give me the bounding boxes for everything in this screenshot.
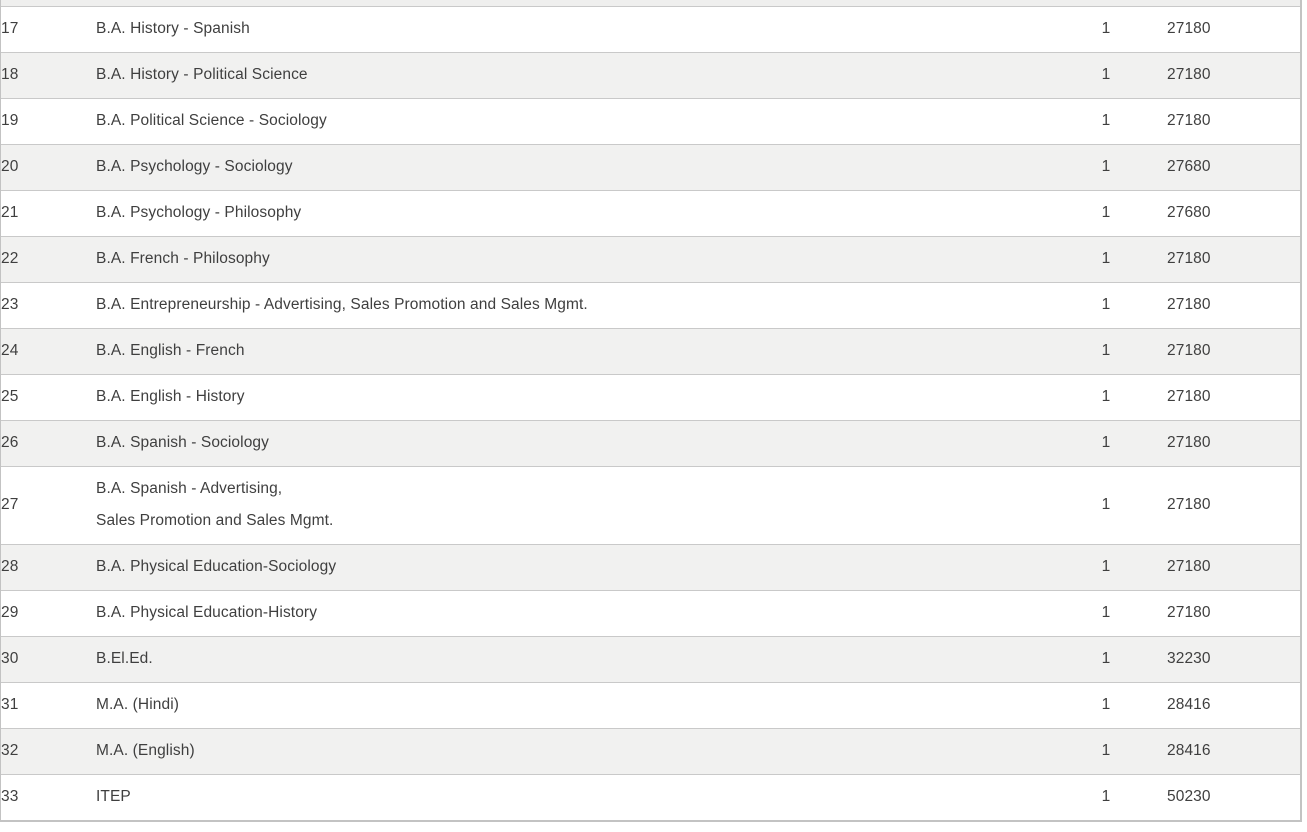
fee-cell: 27180 (1167, 328, 1300, 375)
course-cell: M.A. (English) (96, 728, 1045, 775)
table-row: 17 B.A. History - Spanish 1 27180 (1, 7, 1300, 53)
fee-table: 17 B.A. History - Spanish 1 27180 18 B.A… (1, 7, 1300, 820)
table-row: 21 B.A. Psychology - Philosophy 1 27680 (1, 190, 1300, 237)
partial-row-top (1, 0, 1300, 7)
fee-cell: 27680 (1167, 190, 1300, 237)
fee-cell: 27180 (1167, 590, 1300, 637)
serial-cell: 30 (1, 636, 96, 683)
fee-cell: 27680 (1167, 144, 1300, 191)
course-cell: M.A. (Hindi) (96, 682, 1045, 729)
table-row: 26 B.A. Spanish - Sociology 1 27180 (1, 420, 1300, 467)
serial-cell: 21 (1, 190, 96, 237)
fee-cell: 27180 (1167, 98, 1300, 145)
course-cell: B.A. History - Spanish (96, 7, 1045, 53)
fee-cell: 27180 (1167, 282, 1300, 329)
fee-cell: 32230 (1167, 636, 1300, 683)
table-row: 30 B.El.Ed. 1 32230 (1, 636, 1300, 683)
count-cell: 1 (1045, 190, 1167, 237)
course-cell: B.A. History - Political Science (96, 52, 1045, 99)
fee-table-body: 17 B.A. History - Spanish 1 27180 18 B.A… (1, 7, 1300, 820)
table-row: 23 B.A. Entrepreneurship - Advertising, … (1, 282, 1300, 329)
course-cell: B.A. English - French (96, 328, 1045, 375)
table-row: 31 M.A. (Hindi) 1 28416 (1, 682, 1300, 729)
count-cell: 1 (1045, 466, 1167, 545)
fee-cell: 28416 (1167, 728, 1300, 775)
course-cell: B.A. Spanish - Sociology (96, 420, 1045, 467)
serial-cell: 17 (1, 7, 96, 53)
count-cell: 1 (1045, 52, 1167, 99)
table-row: 25 B.A. English - History 1 27180 (1, 374, 1300, 421)
fee-cell: 27180 (1167, 374, 1300, 421)
count-cell: 1 (1045, 328, 1167, 375)
count-cell: 1 (1045, 98, 1167, 145)
count-cell: 1 (1101, 788, 1111, 805)
count-cell: 1 (1045, 144, 1167, 191)
table-row: 24 B.A. English - French 1 27180 (1, 328, 1300, 375)
course-cell: B.A. French - Philosophy (96, 236, 1045, 283)
serial-cell: 19 (1, 98, 96, 145)
table-row: 33 ITEP 1 50230 (1, 774, 1300, 820)
count-cell: 1 (1045, 682, 1167, 729)
fee-cell: 27180 (1167, 236, 1300, 283)
serial-cell: 22 (1, 236, 96, 283)
course-cell: B.A. Physical Education-History (96, 590, 1045, 637)
fee-cell: 27180 (1167, 420, 1300, 467)
fee-cell: 27180 (1167, 466, 1300, 545)
count-cell: 1 (1045, 236, 1167, 283)
table-row: 22 B.A. French - Philosophy 1 27180 (1, 236, 1300, 283)
course-cell: B.A. Physical Education-Sociology (96, 544, 1045, 591)
count-cell: 1 (1045, 374, 1167, 421)
serial-cell: 29 (1, 590, 96, 637)
serial-cell: 18 (1, 52, 96, 99)
table-row: 18 B.A. History - Political Science 1 27… (1, 52, 1300, 99)
serial-cell: 27 (1, 466, 96, 545)
course-cell: B.A. Psychology - Philosophy (96, 190, 1045, 237)
serial-cell: 28 (1, 544, 96, 591)
fee-cell: 27180 (1167, 52, 1300, 99)
course-cell: B.A. Political Science - Sociology (96, 98, 1045, 145)
serial-cell: 25 (1, 374, 96, 421)
serial-cell: 31 (1, 682, 96, 729)
course-cell: B.A. Psychology - Sociology (96, 144, 1045, 191)
table-row: 29 B.A. Physical Education-History 1 271… (1, 590, 1300, 637)
fee-cell: 28416 (1167, 682, 1300, 729)
serial-cell: 26 (1, 420, 96, 467)
course-cell: B.A. Spanish - Advertising, Sales Promot… (96, 466, 1045, 545)
serial-cell: 20 (1, 144, 96, 191)
fee-cell: 27180 (1167, 544, 1300, 591)
serial-cell: 32 (1, 728, 96, 775)
count-cell: 1 (1045, 282, 1167, 329)
course-cell: ITEP (96, 788, 131, 805)
count-cell: 1 (1045, 7, 1167, 53)
count-cell: 1 (1045, 728, 1167, 775)
course-cell: B.El.Ed. (96, 636, 1045, 683)
serial-cell: 23 (1, 282, 96, 329)
table-row: 27 B.A. Spanish - Advertising, Sales Pro… (1, 466, 1300, 545)
course-cell: B.A. Entrepreneurship - Advertising, Sal… (96, 282, 1045, 329)
fee-cell: 27180 (1167, 7, 1300, 53)
table-row: 28 B.A. Physical Education-Sociology 1 2… (1, 544, 1300, 591)
count-cell: 1 (1045, 590, 1167, 637)
count-cell: 1 (1045, 544, 1167, 591)
count-cell: 1 (1045, 420, 1167, 467)
fee-cell: 50230 (1167, 788, 1211, 805)
serial-cell: 24 (1, 328, 96, 375)
course-cell: B.A. English - History (96, 374, 1045, 421)
table-row: 20 B.A. Psychology - Sociology 1 27680 (1, 144, 1300, 191)
table-row: 19 B.A. Political Science - Sociology 1 … (1, 98, 1300, 145)
table-row: 32 M.A. (English) 1 28416 (1, 728, 1300, 775)
serial-cell: 33 (1, 788, 19, 805)
count-cell: 1 (1045, 636, 1167, 683)
